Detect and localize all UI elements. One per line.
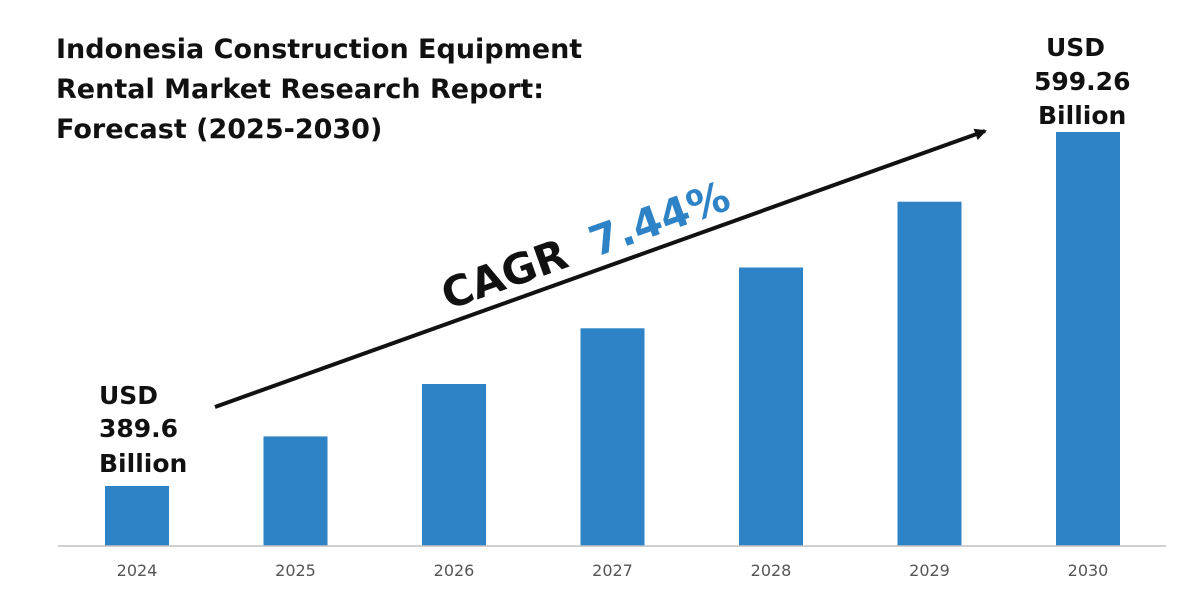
bar-2025 [263,436,328,546]
x-tick-2029: 2029 [909,561,950,580]
end-value-unit: USD [1046,33,1105,62]
x-tick-2026: 2026 [434,561,475,580]
end-value-suffix: Billion [1038,101,1126,130]
x-tick-2024: 2024 [117,561,158,580]
chart-title-line-2: Rental Market Research Report: [56,74,544,105]
cagr-annotation: CAGR 7.44% [435,171,736,319]
chart-title-line-1: Indonesia Construction Equipment [56,34,582,65]
bars-group [105,132,1120,546]
start-value-suffix: Billion [99,449,187,478]
x-tick-2028: 2028 [751,561,792,580]
bar-2026 [422,384,486,546]
chart-title-line-3: Forecast (2025-2030) [56,114,382,145]
x-tick-labels: 2024 2025 2026 2027 2028 2029 2030 [117,561,1109,580]
start-value-unit: USD [99,381,158,410]
cagr-value: 7.44% [582,171,736,266]
cagr-label: CAGR [435,229,574,319]
bar-2024 [105,486,169,546]
end-value-number: 599.26 [1034,67,1130,96]
trend-arrow [214,128,987,409]
bar-2030 [1056,132,1120,546]
start-value-number: 389.6 [99,414,178,443]
x-tick-2025: 2025 [275,561,316,580]
x-tick-2030: 2030 [1068,561,1109,580]
x-tick-2027: 2027 [592,561,633,580]
bar-2029 [897,201,962,546]
bar-2027 [580,328,645,546]
bar-2028 [739,267,803,546]
